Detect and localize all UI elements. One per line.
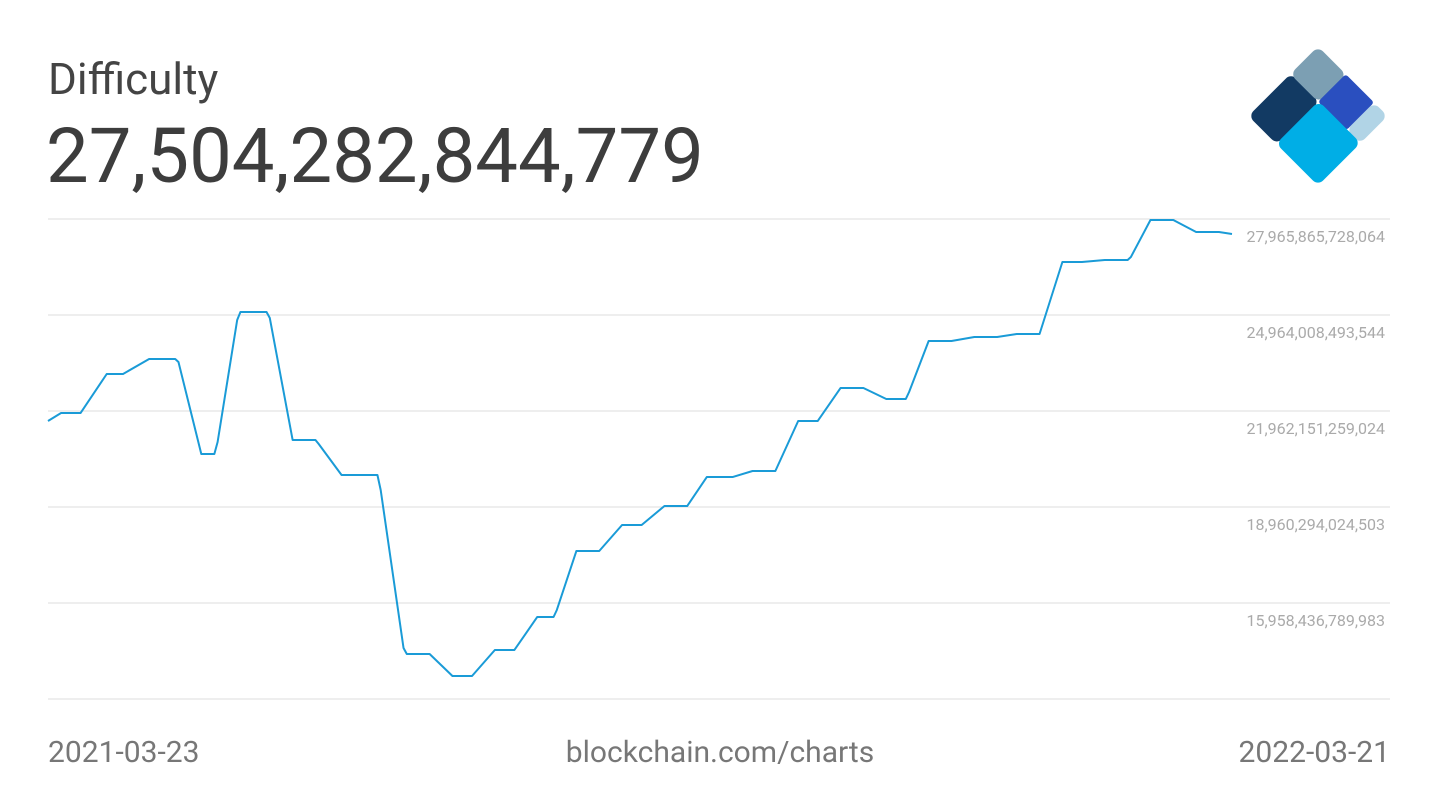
- x-start-label: 2021-03-23: [48, 735, 199, 770]
- y-tick-label: 21,962,151,259,024: [1247, 419, 1385, 438]
- y-tick-label: 27,965,865,728,064: [1247, 227, 1385, 246]
- logo-piece: [1279, 104, 1358, 183]
- headline-value: 27,504,282,844,779: [46, 111, 704, 201]
- logo-piece: [1293, 49, 1344, 100]
- logo-piece: [1251, 76, 1317, 142]
- y-tick-label: 15,958,436,789,983: [1247, 611, 1385, 630]
- logo: [1251, 49, 1385, 183]
- logo-piece: [1349, 105, 1385, 141]
- chart-title: Difficulty: [48, 53, 219, 105]
- y-tick-label: 24,964,008,493,544: [1247, 323, 1385, 342]
- source-label: blockchain.com/charts: [566, 735, 874, 770]
- y-tick-label: 18,960,294,024,503: [1247, 515, 1385, 534]
- data-line: [47, 218, 1233, 677]
- x-end-label: 2022-03-21: [1239, 735, 1390, 770]
